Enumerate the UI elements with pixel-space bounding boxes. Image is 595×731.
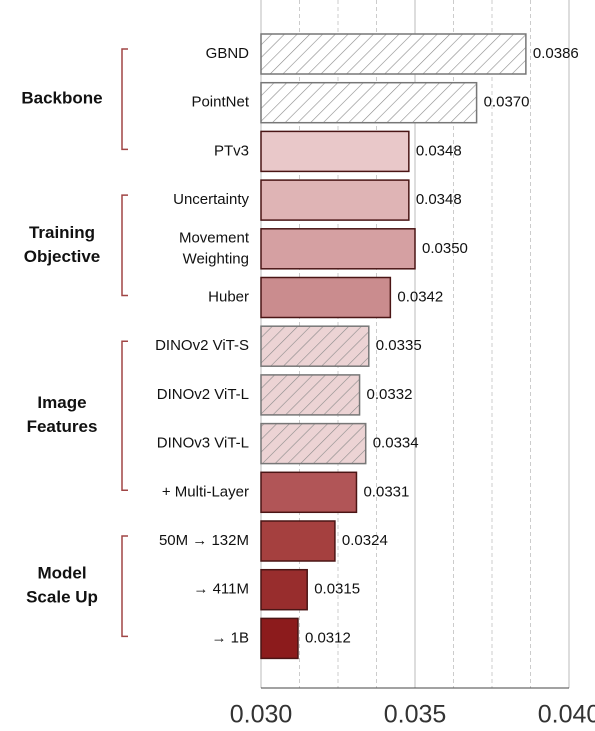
bar [260,179,410,221]
category-label: + Multi-Layer [162,483,249,500]
group-label: Features [27,417,98,436]
bar [260,228,416,270]
x-tick-label: 0.040 [538,701,595,729]
value-label: 0.0386 [533,45,579,62]
value-label: 0.0332 [367,386,413,403]
category-label: Uncertainty [173,191,249,208]
bar [260,374,361,416]
category-label: DINOv2 ViT-L [157,386,249,403]
value-label: 0.0370 [484,94,530,111]
bar [260,276,392,319]
bar [260,568,308,611]
bar [260,130,410,173]
category-label: 50M → 132M [159,532,249,549]
group-label: Model [37,564,86,583]
group-bracket [121,340,128,492]
bar [260,617,299,660]
group-label: Objective [24,247,101,266]
category-label: → 411M [193,581,249,598]
category-label: DINOv3 ViT-L [157,435,249,452]
category-label: Huber [208,288,249,305]
value-label: 0.0324 [342,532,388,549]
group-bracket [121,48,128,151]
group-label: Scale Up [26,588,98,607]
category-label: DINOv2 ViT-S [155,337,249,354]
value-label: 0.0348 [416,142,462,159]
group-bracket [121,535,128,638]
x-tick-label: 0.035 [384,701,447,729]
bar [260,520,336,562]
group-label: Backbone [21,89,102,108]
category-label: → 1B [211,629,249,646]
value-label: 0.0342 [397,288,443,305]
bar [260,33,527,75]
group-label: Image [37,393,86,412]
category-label: Weighting [183,250,249,267]
x-tick-label: 0.030 [230,701,293,729]
category-label: GBND [206,45,250,62]
value-label: 0.0334 [373,435,419,452]
value-label: 0.0312 [305,629,351,646]
value-label: 0.0331 [363,483,409,500]
value-label: 0.0335 [376,337,422,354]
group-label: Training [29,223,95,242]
group-bracket [121,194,128,297]
bar [260,471,358,514]
bar [260,422,367,465]
category-label: PTv3 [214,142,249,159]
category-label: Movement [179,229,250,246]
category-label: PointNet [191,94,249,111]
value-label: 0.0315 [314,581,360,598]
bar [260,325,370,367]
value-label: 0.0350 [422,240,468,257]
bar [260,81,478,124]
value-label: 0.0348 [416,191,462,208]
